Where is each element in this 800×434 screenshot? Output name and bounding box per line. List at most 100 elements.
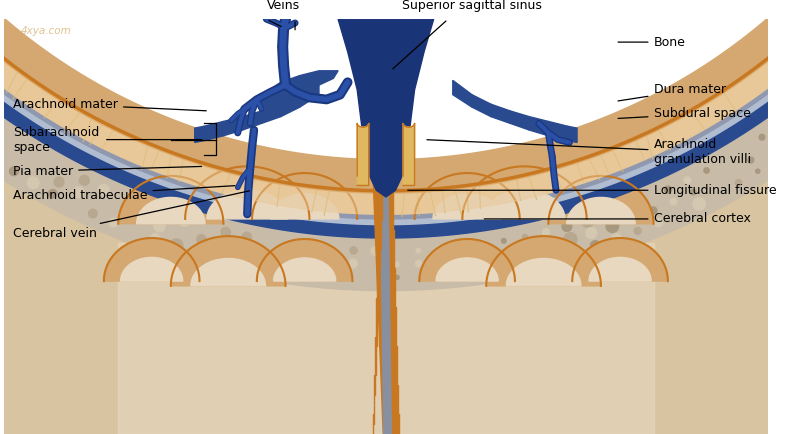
Polygon shape bbox=[566, 197, 635, 224]
Polygon shape bbox=[204, 122, 223, 141]
Polygon shape bbox=[300, 80, 319, 107]
Polygon shape bbox=[414, 173, 520, 219]
Polygon shape bbox=[419, 239, 515, 281]
Polygon shape bbox=[376, 307, 378, 317]
Polygon shape bbox=[373, 161, 399, 434]
Circle shape bbox=[478, 240, 486, 248]
Circle shape bbox=[330, 247, 334, 251]
Polygon shape bbox=[0, 0, 800, 188]
Circle shape bbox=[154, 220, 165, 232]
Circle shape bbox=[178, 215, 190, 226]
Polygon shape bbox=[403, 123, 414, 185]
Polygon shape bbox=[257, 239, 353, 281]
Polygon shape bbox=[185, 166, 310, 219]
Polygon shape bbox=[374, 375, 375, 385]
Circle shape bbox=[150, 234, 160, 243]
Polygon shape bbox=[395, 346, 397, 356]
Polygon shape bbox=[433, 194, 502, 219]
Circle shape bbox=[504, 251, 509, 256]
Circle shape bbox=[504, 262, 513, 271]
Polygon shape bbox=[121, 257, 182, 281]
Circle shape bbox=[437, 246, 443, 252]
Polygon shape bbox=[392, 269, 394, 278]
Polygon shape bbox=[567, 126, 577, 142]
Polygon shape bbox=[378, 220, 382, 230]
Polygon shape bbox=[394, 298, 395, 307]
Polygon shape bbox=[378, 249, 380, 259]
Polygon shape bbox=[0, 0, 800, 219]
Polygon shape bbox=[393, 278, 395, 288]
Circle shape bbox=[371, 247, 379, 255]
Circle shape bbox=[481, 265, 492, 276]
Circle shape bbox=[650, 207, 657, 214]
Polygon shape bbox=[510, 111, 530, 130]
Polygon shape bbox=[548, 122, 567, 141]
Circle shape bbox=[542, 228, 550, 236]
Circle shape bbox=[748, 157, 754, 163]
Circle shape bbox=[458, 256, 466, 264]
Circle shape bbox=[259, 263, 268, 271]
Polygon shape bbox=[0, 0, 800, 214]
Polygon shape bbox=[104, 238, 199, 281]
Polygon shape bbox=[380, 164, 392, 434]
Circle shape bbox=[434, 256, 447, 269]
Polygon shape bbox=[377, 269, 379, 278]
Polygon shape bbox=[391, 230, 394, 239]
Polygon shape bbox=[0, 0, 800, 193]
Polygon shape bbox=[377, 278, 379, 288]
Circle shape bbox=[602, 208, 614, 219]
Circle shape bbox=[326, 270, 334, 280]
Polygon shape bbox=[274, 258, 336, 281]
Circle shape bbox=[218, 240, 227, 250]
Polygon shape bbox=[0, 0, 800, 225]
Circle shape bbox=[544, 240, 554, 250]
Text: Arachnoid
granulation villi: Arachnoid granulation villi bbox=[427, 138, 750, 166]
Polygon shape bbox=[462, 166, 586, 219]
Circle shape bbox=[756, 169, 760, 173]
Text: Arachnoid mater: Arachnoid mater bbox=[13, 98, 206, 111]
Text: Bone: Bone bbox=[618, 36, 686, 49]
Circle shape bbox=[221, 227, 230, 237]
Circle shape bbox=[98, 184, 109, 195]
Polygon shape bbox=[390, 191, 393, 201]
Circle shape bbox=[704, 168, 710, 173]
Circle shape bbox=[27, 177, 39, 188]
Polygon shape bbox=[530, 117, 548, 136]
Circle shape bbox=[654, 218, 662, 227]
Circle shape bbox=[197, 235, 206, 244]
Polygon shape bbox=[392, 259, 394, 269]
Polygon shape bbox=[171, 236, 286, 286]
Text: 4xya.com: 4xya.com bbox=[21, 26, 71, 36]
Circle shape bbox=[307, 258, 311, 262]
Text: Dura mater: Dura mater bbox=[618, 83, 726, 101]
Circle shape bbox=[79, 175, 90, 185]
Circle shape bbox=[502, 239, 506, 243]
Circle shape bbox=[482, 255, 486, 260]
Circle shape bbox=[622, 200, 634, 213]
Text: Cerebral vein: Cerebral vein bbox=[13, 191, 250, 240]
Polygon shape bbox=[118, 176, 223, 224]
Circle shape bbox=[586, 227, 597, 239]
Polygon shape bbox=[191, 259, 266, 286]
Polygon shape bbox=[395, 336, 397, 346]
Text: Longitudinal fissure: Longitudinal fissure bbox=[408, 184, 776, 197]
Polygon shape bbox=[389, 181, 392, 191]
Circle shape bbox=[89, 209, 97, 218]
Text: Superior sagittal sinus: Superior sagittal sinus bbox=[402, 0, 542, 12]
Circle shape bbox=[161, 210, 167, 217]
Polygon shape bbox=[379, 201, 382, 210]
Text: Cerebral cortex: Cerebral cortex bbox=[484, 212, 750, 225]
Text: Pia mater: Pia mater bbox=[13, 164, 202, 178]
Polygon shape bbox=[374, 356, 376, 366]
Circle shape bbox=[439, 273, 444, 278]
Polygon shape bbox=[262, 104, 281, 123]
Polygon shape bbox=[375, 327, 377, 336]
Polygon shape bbox=[137, 197, 205, 224]
Polygon shape bbox=[358, 123, 369, 185]
Polygon shape bbox=[207, 190, 288, 219]
Polygon shape bbox=[257, 71, 338, 114]
Circle shape bbox=[564, 233, 577, 246]
Polygon shape bbox=[379, 181, 383, 191]
Circle shape bbox=[612, 234, 622, 243]
Circle shape bbox=[524, 246, 531, 253]
